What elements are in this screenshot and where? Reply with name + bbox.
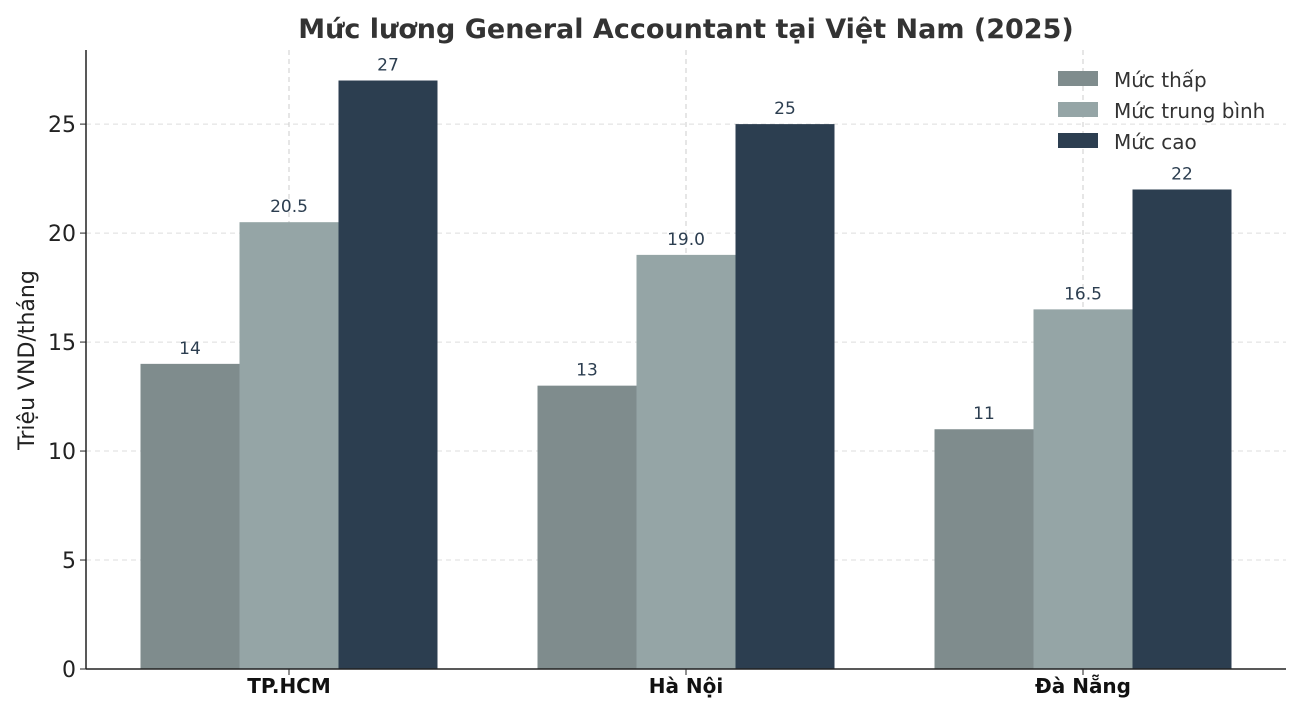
data-label: 14 [179,339,201,359]
data-label: 13 [576,361,598,381]
bar-mức-thấp-1 [537,385,637,669]
data-label: 27 [377,56,399,76]
data-label: 20.5 [270,197,308,217]
bar-mức-trung-bình-1 [636,254,736,669]
bar-mức-thấp-0 [140,363,240,669]
data-label: 25 [774,99,796,119]
legend-label: Mức cao [1114,130,1197,154]
legend-swatch [1058,71,1098,86]
y-tick-label: 20 [48,222,76,247]
y-tick-label: 10 [48,440,76,465]
bar-mức-cao-2 [1132,189,1232,669]
legend-swatch [1058,102,1098,117]
y-tick-label: 5 [62,549,76,574]
bar-mức-cao-0 [338,80,438,669]
bar-mức-thấp-2 [934,429,1034,669]
y-tick-label: 15 [48,331,76,356]
data-label: 22 [1171,164,1193,184]
y-tick-label: 0 [62,658,76,683]
x-tick-label: Hà Nội [649,674,724,698]
y-tick-label: 25 [48,113,76,138]
bar-mức-trung-bình-0 [239,222,339,669]
legend-label: Mức trung bình [1114,99,1265,123]
y-axis-label: Triệu VND/tháng [15,270,40,451]
chart-title: Mức lương General Accountant tại Việt Na… [298,14,1073,45]
bar-mức-cao-1 [735,124,835,669]
legend-swatch [1058,133,1098,148]
x-tick-label: TP.HCM [247,674,331,698]
bar-mức-trung-bình-2 [1033,309,1133,669]
data-label: 11 [973,404,995,424]
data-label: 16.5 [1064,284,1102,304]
data-label: 19.0 [667,230,705,250]
legend-label: Mức thấp [1114,68,1207,92]
x-tick-label: Đà Nẵng [1035,674,1131,698]
